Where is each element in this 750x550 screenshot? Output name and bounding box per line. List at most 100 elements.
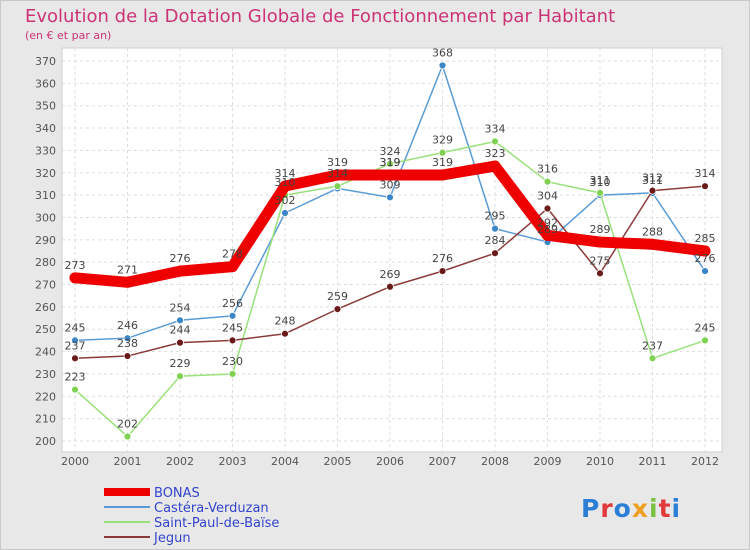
data-label: 319 — [327, 156, 348, 169]
data-label: 254 — [170, 301, 191, 314]
data-point — [332, 169, 343, 181]
x-tick-label: 2001 — [114, 455, 142, 468]
data-label: 311 — [590, 174, 611, 187]
data-label: 312 — [642, 172, 663, 185]
data-point — [491, 137, 499, 146]
x-tick-label: 2008 — [481, 455, 509, 468]
data-label: 284 — [485, 234, 506, 247]
legend-label: Castéra-Verduzan — [154, 501, 269, 516]
data-point — [71, 354, 79, 363]
y-tick-label: 340 — [35, 122, 56, 135]
data-label: 319 — [380, 156, 401, 169]
data-point — [384, 169, 396, 181]
grid-lines — [62, 48, 722, 452]
data-label: 368 — [432, 46, 453, 59]
data-label: 273 — [65, 259, 86, 272]
data-label: 237 — [65, 339, 86, 352]
data-label: 275 — [590, 254, 611, 267]
data-label: 237 — [642, 339, 663, 352]
data-label: 223 — [65, 371, 86, 384]
data-label: 309 — [380, 178, 401, 191]
y-tick-label: 280 — [35, 256, 56, 269]
data-point — [491, 249, 499, 258]
y-tick-label: 210 — [35, 413, 56, 426]
data-label: 314 — [695, 167, 716, 180]
axes: 200 210 220 230 240 250 260 270 280 290 300 310 320 3… — [35, 55, 719, 468]
y-tick-label: 300 — [35, 211, 56, 224]
y-tick-label: 270 — [35, 279, 56, 292]
data-label: 311 — [642, 174, 663, 187]
data-point — [228, 311, 237, 320]
x-tick-label: 2000 — [61, 455, 89, 468]
data-label: 278 — [222, 248, 243, 261]
data-point — [701, 267, 709, 276]
data-label: 244 — [170, 324, 191, 337]
data-label: 245 — [695, 321, 716, 334]
data-point — [438, 61, 447, 70]
data-point — [701, 336, 709, 345]
y-tick-label: 260 — [35, 301, 56, 314]
y-tick-label: 310 — [35, 189, 56, 202]
y-tick-label: 240 — [35, 346, 56, 359]
data-label: 202 — [117, 418, 138, 431]
x-tick-label: 2005 — [324, 455, 352, 468]
data-label: 256 — [222, 297, 243, 310]
data-point — [543, 204, 552, 213]
x-tick-label: 2004 — [271, 455, 299, 468]
data-point — [69, 272, 81, 284]
data-label: 292 — [537, 216, 558, 229]
data-label: 229 — [170, 357, 191, 370]
data-point — [594, 236, 606, 248]
y-tick-label: 230 — [35, 368, 56, 381]
data-label: 269 — [380, 268, 401, 281]
y-tick-label: 350 — [35, 100, 56, 113]
chart-subtitle: (en € et par an) — [25, 29, 111, 42]
data-label: 259 — [327, 290, 348, 303]
data-point — [386, 193, 394, 202]
data-label: 238 — [117, 337, 138, 350]
data-point — [543, 177, 552, 186]
data-label: 314 — [275, 167, 296, 180]
y-tick-label: 290 — [35, 234, 56, 247]
data-label: 289 — [537, 223, 558, 236]
data-point — [437, 169, 448, 181]
data-point — [71, 336, 79, 345]
data-label: 271 — [117, 263, 138, 276]
data-point — [647, 238, 658, 250]
data-label: 276 — [695, 252, 716, 265]
data-label: 276 — [170, 252, 191, 265]
data-point — [701, 182, 709, 191]
data-label: 302 — [275, 194, 296, 207]
logo-text: Proxiti — [581, 494, 681, 523]
data-label: 304 — [537, 190, 558, 203]
data-label: 314 — [327, 167, 348, 180]
chart-title: Evolution de la Dotation Globale de Fonc… — [25, 6, 615, 27]
x-tick-label: 2002 — [166, 455, 194, 468]
data-label: 310 — [590, 176, 611, 189]
data-label: 245 — [65, 321, 86, 334]
data-label: 246 — [117, 319, 138, 332]
data-point — [176, 372, 184, 381]
data-point — [699, 245, 711, 257]
legend-label: Jegun — [153, 531, 191, 546]
y-tick-label: 330 — [35, 144, 56, 157]
data-point — [279, 180, 291, 192]
series-layer — [69, 61, 711, 441]
data-point — [123, 432, 132, 441]
data-point — [596, 269, 604, 278]
data-label: 334 — [485, 122, 506, 135]
proxiti-logo: Proxiti — [581, 494, 681, 523]
data-point — [174, 265, 186, 277]
data-point — [122, 276, 133, 288]
legend: BONASCastéra-VerduzanSaint-Paul-de-Baïse… — [104, 486, 279, 546]
data-point — [123, 352, 132, 360]
data-point — [489, 160, 501, 172]
plot-area — [61, 47, 723, 453]
data-label: 323 — [485, 147, 506, 160]
data-label: 248 — [275, 315, 296, 328]
data-point — [228, 370, 237, 378]
x-tick-label: 2010 — [586, 455, 614, 468]
y-tick-label: 360 — [35, 77, 56, 90]
x-tick-label: 2007 — [429, 455, 457, 468]
